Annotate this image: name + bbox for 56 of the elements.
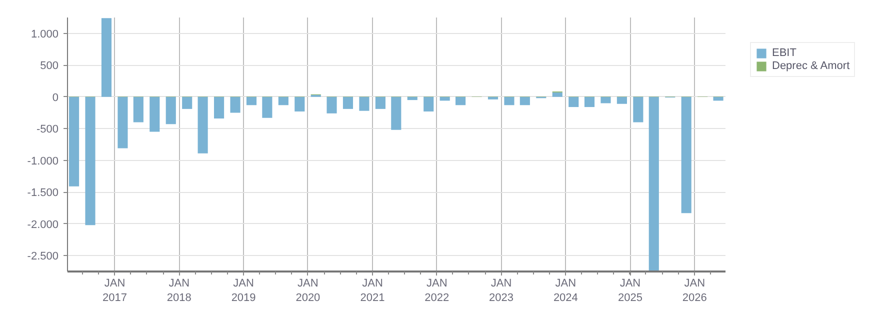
bar [166, 96, 176, 124]
bar [150, 96, 160, 132]
bar [182, 96, 192, 109]
x-tick-label: JAN 2019 [231, 278, 256, 304]
y-tick-label: 1.000 [30, 28, 59, 40]
legend-label: EBIT [772, 47, 796, 59]
bar [456, 96, 466, 106]
bar [391, 96, 402, 130]
x-tick-label: JAN 2018 [166, 278, 192, 304]
y-tick-label: -2.000 [27, 218, 59, 231]
bar [326, 96, 337, 114]
bar [214, 96, 224, 118]
y-tick-label: -500 [36, 124, 59, 136]
x-tick-label: JAN 2024 [553, 278, 578, 304]
y-tick-label: -2.500 [27, 250, 59, 263]
bar [294, 96, 305, 112]
y-tick-label: 0 [52, 92, 59, 104]
y-tick-label: -1.000 [27, 155, 59, 168]
x-tick-label: JAN 2020 [296, 278, 320, 304]
bar [600, 96, 611, 104]
bar [633, 96, 644, 122]
bar [520, 96, 530, 106]
x-tick-label: JAN 2021 [360, 278, 385, 304]
bar [488, 96, 498, 100]
bar [407, 96, 418, 100]
bar [424, 96, 434, 112]
bar [68, 96, 80, 186]
y-tick-label: -1.500 [27, 187, 59, 200]
bar [648, 96, 659, 272]
bar [85, 96, 96, 226]
bar [101, 18, 112, 97]
bar [568, 96, 579, 108]
bar [262, 96, 272, 118]
bar [713, 96, 724, 101]
x-tick-label: JAN 2025 [618, 278, 642, 304]
bar [230, 96, 240, 113]
legend-label: Deprec & Amort [772, 60, 850, 72]
bar [504, 96, 514, 106]
bar [118, 96, 128, 148]
x-tick-label: JAN 2022 [424, 278, 450, 304]
bar [440, 96, 450, 101]
bar [342, 96, 354, 109]
bar [584, 96, 595, 108]
x-tick-label: JAN 2017 [102, 278, 128, 304]
bar [198, 96, 208, 154]
bar [681, 96, 692, 214]
y-tick-label: 500 [40, 60, 59, 72]
bar [359, 96, 370, 111]
bar [278, 96, 288, 106]
bar [375, 96, 386, 109]
bar [133, 96, 144, 122]
x-tick-label: JAN 2023 [489, 278, 514, 304]
bar [552, 92, 562, 97]
x-tick-label: JAN 2026 [682, 278, 707, 304]
bar [246, 96, 257, 106]
bar [616, 96, 627, 104]
